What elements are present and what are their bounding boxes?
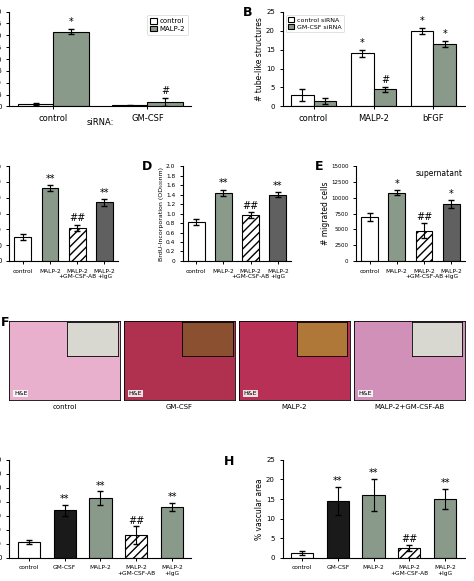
Bar [291, 95, 314, 106]
Text: *: * [69, 17, 74, 27]
Bar [18, 104, 54, 106]
Bar [96, 203, 113, 261]
Bar [269, 195, 286, 261]
Bar [54, 31, 89, 106]
Bar [215, 193, 232, 261]
Bar [18, 543, 40, 558]
Bar [410, 31, 433, 106]
Bar [434, 499, 456, 558]
Bar [54, 510, 76, 558]
Text: **: ** [333, 476, 342, 486]
Bar [361, 217, 378, 261]
Bar [388, 193, 405, 261]
Text: ##: ## [401, 534, 418, 544]
Bar [351, 53, 374, 106]
Text: #: # [381, 75, 389, 85]
Text: F: F [0, 316, 9, 329]
Text: *: * [443, 29, 447, 40]
Text: E: E [315, 160, 324, 174]
Y-axis label: # migrated cells: # migrated cells [320, 182, 329, 245]
Text: *: * [394, 179, 399, 189]
Bar [242, 215, 259, 261]
Text: **: ** [219, 178, 228, 188]
Text: *: * [449, 189, 454, 199]
Bar [112, 105, 147, 106]
Bar [90, 498, 111, 558]
Bar [398, 548, 420, 558]
Bar [147, 102, 183, 106]
Text: H&E: H&E [244, 391, 257, 396]
Text: **: ** [96, 480, 105, 490]
Bar [363, 495, 384, 558]
Bar [291, 553, 313, 558]
Bar [161, 507, 183, 558]
Text: #: # [161, 86, 169, 96]
Text: H&E: H&E [129, 391, 142, 396]
X-axis label: GM-CSF: GM-CSF [166, 404, 193, 410]
Text: **: ** [60, 494, 69, 504]
Bar [314, 101, 337, 106]
Text: ##: ## [128, 515, 145, 526]
Text: *: * [360, 38, 365, 48]
Text: **: ** [100, 188, 109, 198]
Bar [125, 535, 147, 558]
Text: ##: ## [416, 211, 432, 222]
Bar [69, 228, 86, 261]
Bar [416, 231, 432, 261]
Bar [188, 222, 205, 261]
Bar [374, 89, 396, 106]
Text: ##: ## [243, 200, 259, 211]
Text: **: ** [167, 492, 177, 502]
Legend: control, MALP-2: control, MALP-2 [147, 15, 188, 35]
Text: H: H [224, 455, 235, 468]
X-axis label: siRNA:: siRNA: [87, 118, 114, 127]
Text: H&E: H&E [14, 391, 27, 396]
Text: ##: ## [69, 213, 85, 223]
X-axis label: MALP-2: MALP-2 [282, 404, 307, 410]
Bar [443, 204, 460, 261]
Y-axis label: BrdU-Incorporation (OD₅₀₀nm): BrdU-Incorporation (OD₅₀₀nm) [159, 167, 164, 260]
Bar [42, 188, 58, 261]
Text: B: B [243, 6, 252, 19]
Text: supernatant: supernatant [415, 169, 462, 178]
Bar [433, 44, 456, 106]
X-axis label: control: control [53, 404, 77, 410]
Legend: control siRNA, GM-CSF siRNA: control siRNA, GM-CSF siRNA [286, 15, 344, 33]
Text: **: ** [369, 468, 378, 478]
Text: **: ** [440, 478, 450, 488]
X-axis label: MALP-2+GM-CSF-AB: MALP-2+GM-CSF-AB [374, 404, 445, 410]
Text: H&E: H&E [358, 391, 372, 396]
Bar [14, 237, 31, 261]
Bar [327, 501, 349, 558]
Text: **: ** [46, 174, 55, 184]
Text: D: D [142, 160, 152, 174]
Y-axis label: % vascular area: % vascular area [255, 478, 264, 540]
Y-axis label: # tube-like structures: # tube-like structures [255, 17, 264, 101]
Text: **: ** [273, 181, 283, 191]
Text: *: * [419, 16, 424, 26]
